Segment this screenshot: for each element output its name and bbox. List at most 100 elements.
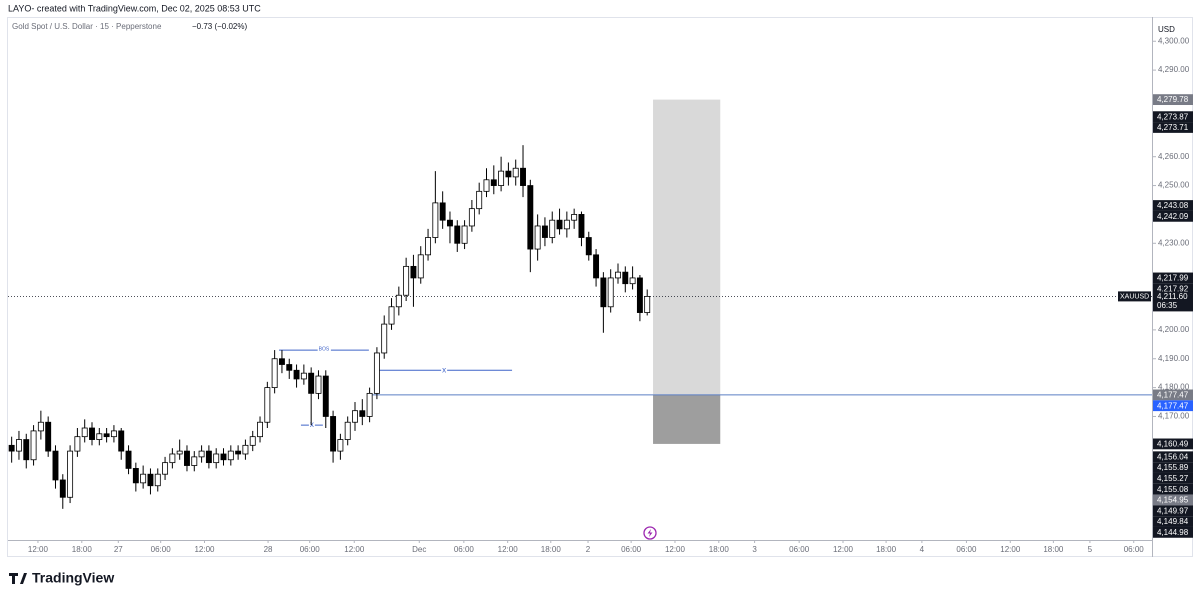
last-price-bg — [1153, 291, 1193, 312]
candle-body — [439, 202, 446, 221]
x-tick-label: 06:00 — [789, 545, 810, 554]
price-label-bg — [1153, 272, 1193, 284]
price-label-bg — [1153, 111, 1193, 123]
candle-body — [607, 277, 614, 308]
annotation-label: BOS — [319, 346, 330, 352]
candle-body — [96, 433, 103, 440]
y-tick-label: 4,250.00 — [1158, 181, 1190, 190]
candle-body — [140, 473, 147, 484]
candle-body — [600, 277, 607, 308]
candle-body — [176, 450, 183, 455]
candle-body — [154, 473, 161, 487]
symbol-label-bg — [1118, 291, 1151, 302]
candle-body — [300, 372, 307, 380]
x-tick-label: 06:00 — [956, 545, 977, 554]
x-tick-label: 06:00 — [300, 545, 321, 554]
price-label: 4,273.87 — [1157, 112, 1189, 121]
candle-body — [257, 421, 263, 438]
y-tick-label: 4,230.00 — [1158, 238, 1190, 247]
x-tick-label: 06:00 — [151, 545, 172, 554]
candle-body — [541, 225, 548, 238]
candle-body — [549, 219, 556, 238]
price-label-bg — [1153, 389, 1193, 401]
price-change: −0.73 (−0.02%) — [192, 22, 247, 31]
candle-body — [23, 439, 30, 461]
x-tick-label: 28 — [264, 545, 273, 554]
x-tick-label: 18:00 — [541, 545, 562, 554]
x-tick-label: 12:00 — [833, 545, 854, 554]
y-tick-label: 4,200.00 — [1158, 325, 1190, 334]
x-tick-label: 06:00 — [1124, 545, 1145, 554]
candle-body — [330, 416, 337, 452]
candle-body — [227, 450, 234, 461]
x-tick-label: 06:00 — [621, 545, 642, 554]
annotation-label-bg — [317, 346, 331, 353]
x-tick-label: 12:00 — [28, 545, 49, 554]
candle-body — [264, 387, 271, 423]
y-tick-label: 4,260.00 — [1158, 152, 1190, 161]
x-tick-label: Dec — [412, 545, 426, 554]
candle-body — [337, 439, 344, 452]
annotation-label: x — [310, 420, 314, 429]
candle-body — [184, 450, 190, 466]
candle-body — [103, 433, 110, 438]
candle-body — [81, 427, 88, 438]
logo-text: TradingView — [32, 570, 114, 586]
candle-body — [242, 444, 249, 455]
candle-body — [425, 237, 432, 256]
candle-body — [585, 237, 592, 256]
price-label-bg — [1153, 94, 1193, 106]
candle-body — [432, 202, 439, 238]
price-label-bg — [1153, 526, 1193, 538]
candle-body — [271, 358, 278, 389]
y-tick-label: 4,290.00 — [1158, 65, 1190, 74]
candle-body — [527, 185, 534, 250]
candle-body — [403, 265, 410, 296]
candle-body — [293, 369, 300, 380]
candle-body — [483, 179, 490, 192]
candle-body — [132, 468, 139, 484]
price-label: 4,279.78 — [1157, 95, 1189, 104]
candle-body — [278, 358, 285, 365]
x-tick-label: 12:00 — [344, 545, 365, 554]
price-label: 4,155.27 — [1157, 474, 1189, 483]
x-tick-label: 12:00 — [665, 545, 686, 554]
last-price-label: 4,211.60 — [1157, 292, 1188, 301]
price-label: 4,243.08 — [1157, 201, 1189, 210]
candle-body — [563, 219, 570, 230]
candle-body — [74, 436, 81, 452]
price-label-bg — [1153, 472, 1193, 484]
candle-body — [461, 225, 468, 244]
price-label-bg — [1153, 438, 1193, 450]
candle-body — [315, 375, 322, 394]
plot: BOS x x — [8, 99, 1152, 509]
x-tick-label: 4 — [920, 545, 925, 554]
candle-body — [417, 254, 424, 279]
price-label: 4,217.92 — [1157, 284, 1189, 293]
price-label: 4,144.98 — [1157, 528, 1189, 537]
symbol-label: XAUUSD — [1120, 294, 1149, 301]
credit: LAYO- created with TradingView.com, Dec … — [8, 3, 261, 13]
x-tick-label: 27 — [114, 545, 123, 554]
candle-body — [410, 265, 417, 279]
price-label: 4,149.84 — [1157, 517, 1189, 526]
candle-body — [286, 364, 293, 371]
candle-body — [8, 444, 15, 452]
candle-body — [359, 410, 366, 417]
axis-unit: USD — [1158, 25, 1175, 34]
price-label: 4,217.99 — [1157, 274, 1189, 283]
stop-zone — [653, 394, 721, 444]
candle-body — [644, 295, 651, 313]
candle-body — [498, 170, 505, 186]
candle-body — [520, 167, 526, 186]
annotation-label-bg — [441, 365, 448, 375]
candle-body — [454, 225, 461, 244]
price-label: 4,160.49 — [1157, 440, 1189, 449]
annotation-label-bg — [308, 420, 315, 430]
candle-body — [162, 462, 169, 475]
candle-body — [30, 430, 37, 461]
target-zone — [653, 99, 721, 395]
candle-body — [615, 271, 621, 279]
